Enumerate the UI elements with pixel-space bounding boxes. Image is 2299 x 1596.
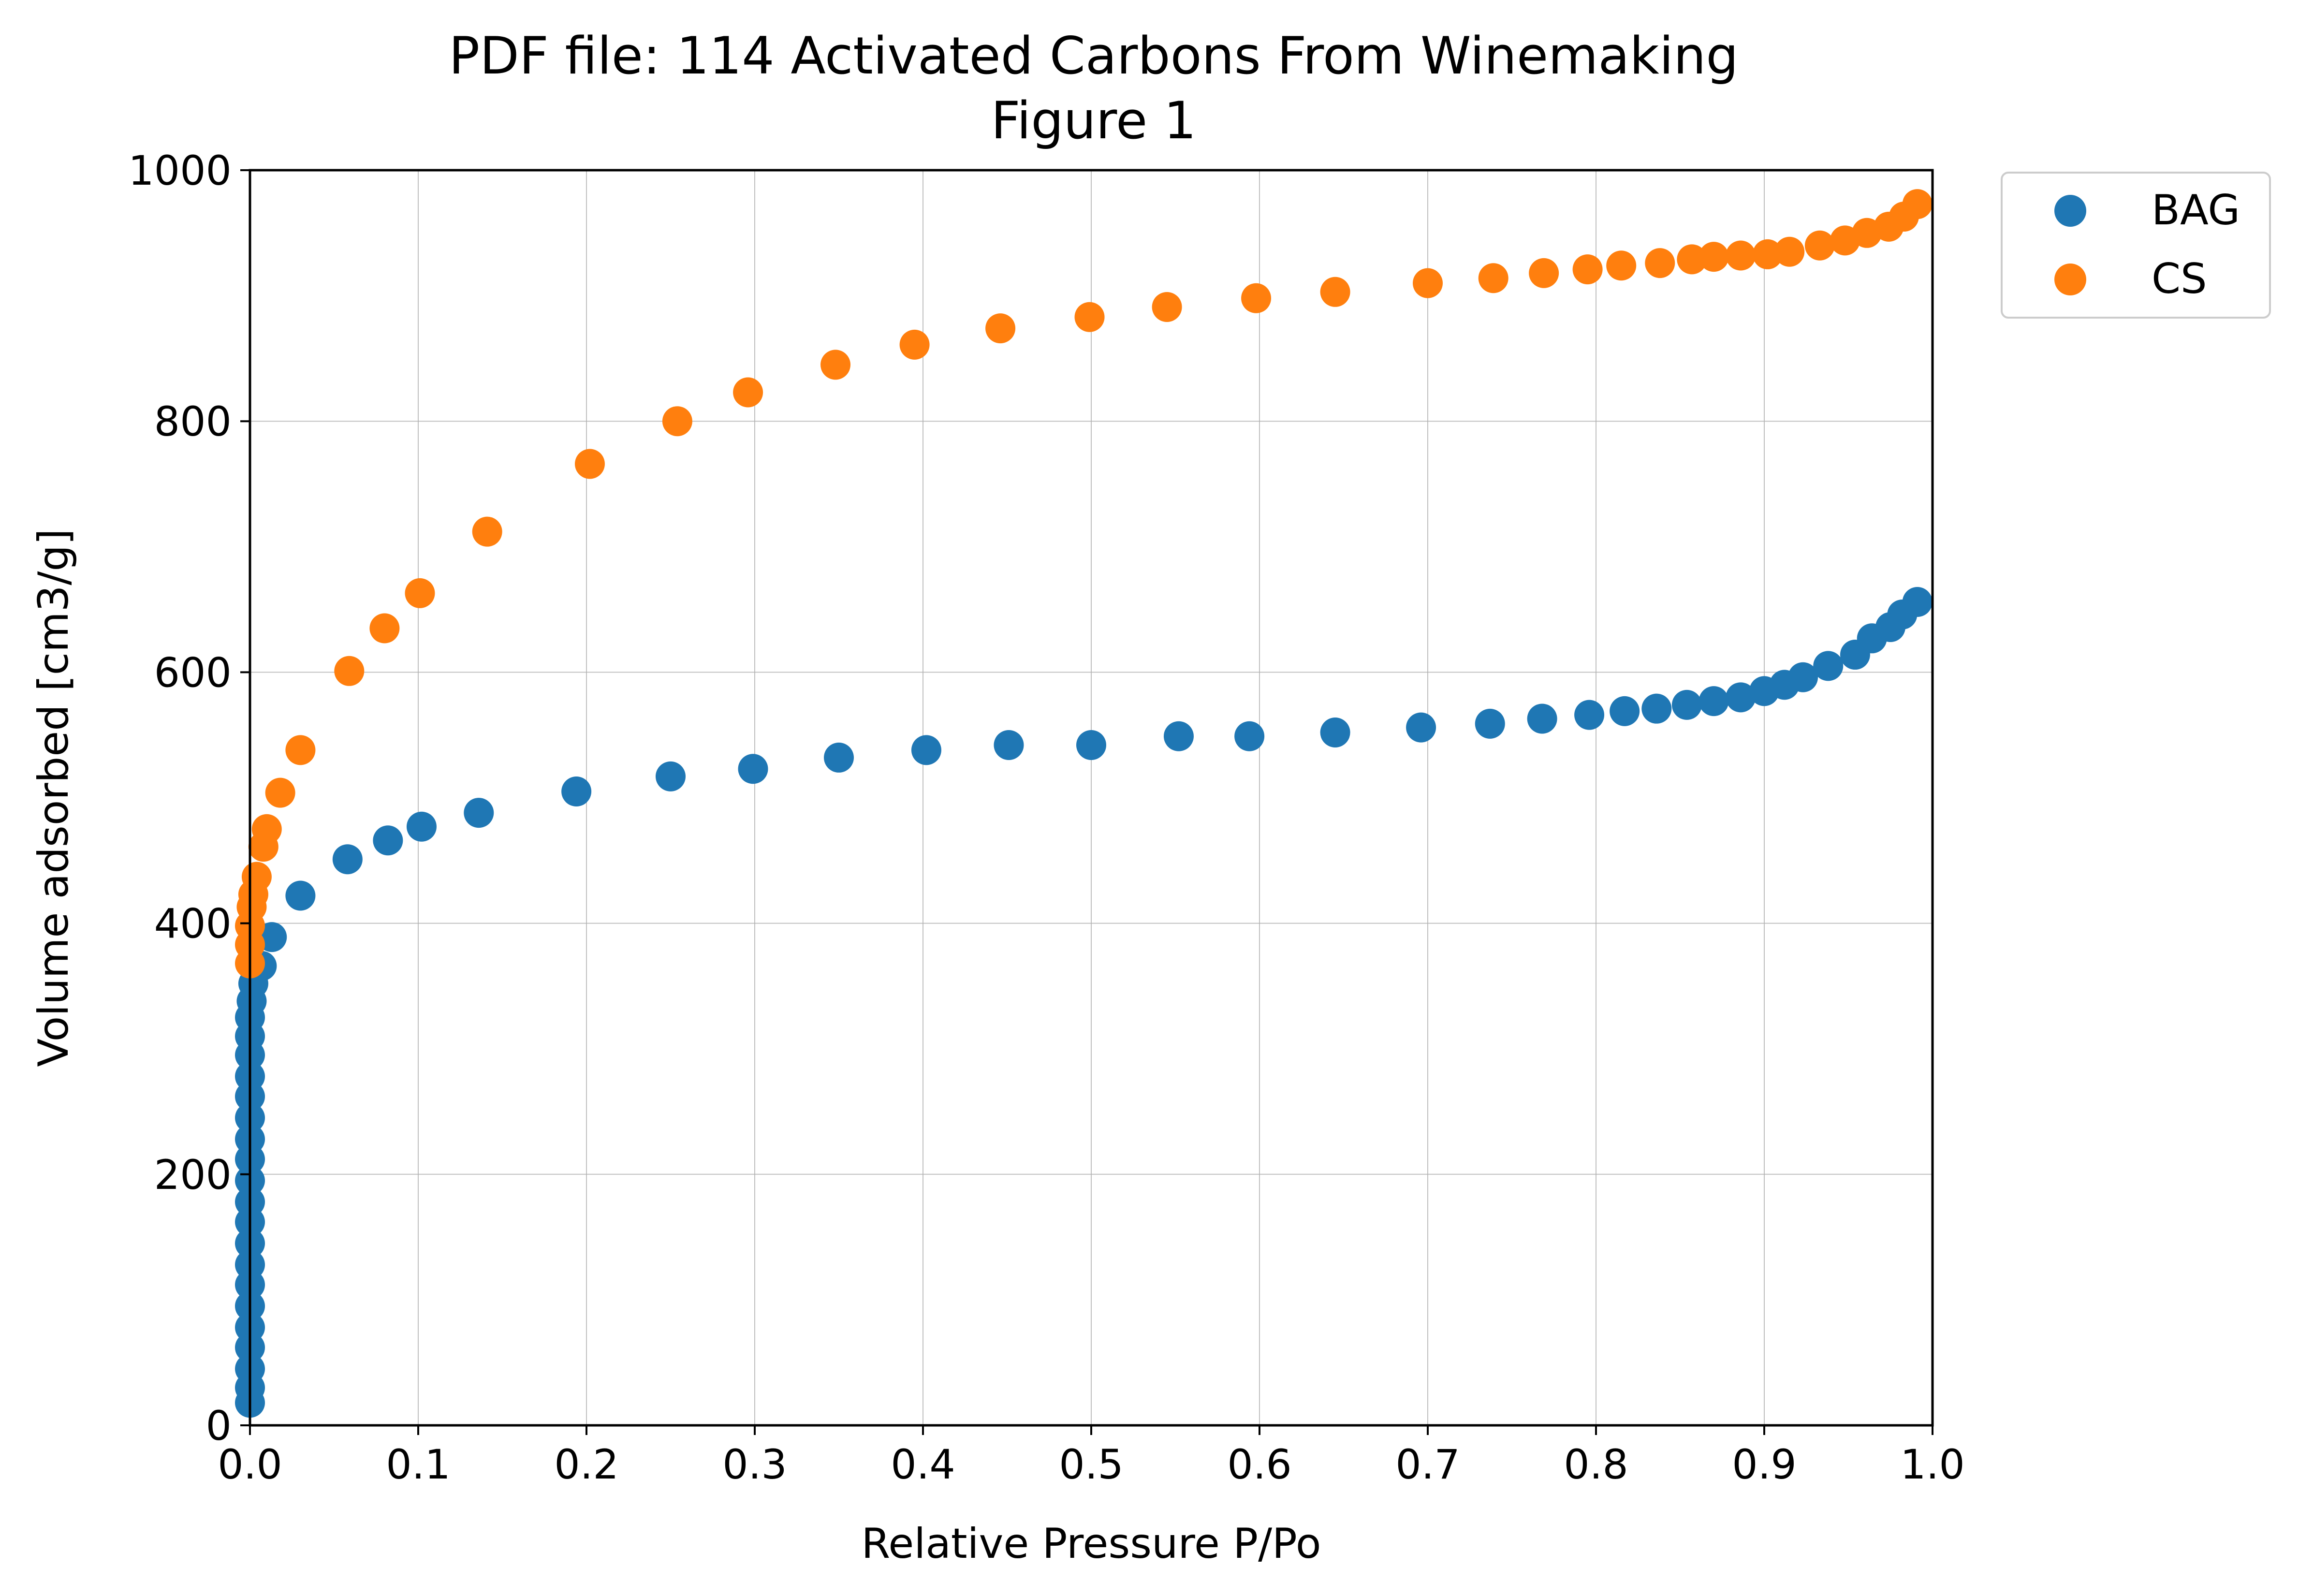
x-tick-label: 0.0 (218, 1441, 282, 1488)
legend-marker-cs (2054, 264, 2086, 295)
y-tick-label: 800 (154, 398, 232, 445)
data-point-bag (1699, 686, 1729, 717)
x-tick-label: 0.7 (1395, 1441, 1460, 1488)
legend: BAG CS (2001, 172, 2271, 319)
data-point-bag (1574, 700, 1605, 730)
y-tick-label: 0 (206, 1402, 232, 1450)
data-point-cs (369, 613, 400, 644)
data-point-cs (662, 406, 692, 437)
data-point-cs (241, 862, 272, 892)
x-axis-label: Relative Pressure P/Po (862, 1520, 1321, 1568)
data-point-cs (251, 814, 282, 844)
data-point-bag (373, 825, 403, 856)
data-point-bag (1726, 682, 1756, 713)
data-point-bag (561, 776, 592, 807)
x-tick-label: 1.0 (1900, 1441, 1965, 1488)
data-point-cs (405, 578, 435, 608)
data-point-cs (265, 777, 295, 808)
data-point-cs (285, 735, 316, 765)
series-cs (235, 189, 1933, 979)
legend-marker-bag (2054, 195, 2086, 227)
data-point-cs (1529, 258, 1559, 288)
y-tick-label: 400 (154, 900, 232, 948)
data-point-cs (1902, 189, 1933, 220)
data-point-bag (1475, 708, 1505, 739)
x-tick-label: 0.8 (1564, 1441, 1628, 1488)
data-point-cs (1413, 268, 1443, 298)
legend-label-bag: BAG (2152, 186, 2240, 234)
axis-ticks: 0.0 0.1 0.2 0.3 0.4 0.5 0.6 0.7 0.8 0.9 1.0 0 200 400… (128, 147, 1965, 1488)
x-tick-label: 0.3 (722, 1441, 787, 1488)
data-point-cs (899, 329, 930, 360)
data-point-bag (1610, 696, 1640, 726)
data-point-cs (1241, 283, 1272, 313)
y-axis-label: Volume adsorbed [cm3/g] (29, 528, 78, 1067)
y-tick-label: 200 (154, 1151, 232, 1199)
data-point-bag (1902, 587, 1933, 617)
x-tick-label: 0.5 (1059, 1441, 1124, 1488)
data-point-bag (1788, 662, 1818, 692)
data-point-bag (994, 730, 1024, 760)
y-tick-label: 1000 (128, 147, 232, 194)
data-point-cs (733, 377, 763, 408)
data-point-cs (1726, 240, 1756, 271)
x-tick-label: 0.4 (891, 1441, 955, 1488)
data-point-bag (656, 761, 686, 791)
data-point-cs (1774, 236, 1805, 267)
data-point-cs (1152, 292, 1182, 322)
data-point-bag (1671, 689, 1702, 720)
data-point-bag (1813, 651, 1844, 681)
data-point-cs (1752, 239, 1783, 269)
data-points (235, 189, 1933, 1418)
x-tick-label: 0.1 (386, 1441, 451, 1488)
data-point-bag (332, 844, 363, 875)
data-point-bag (1641, 693, 1672, 724)
x-tick-label: 0.2 (554, 1441, 619, 1488)
data-point-cs (1572, 254, 1603, 285)
data-point-cs (574, 449, 605, 479)
data-point-bag (1527, 703, 1557, 734)
x-tick-label: 0.6 (1227, 1441, 1292, 1488)
data-point-cs (1074, 302, 1105, 332)
data-point-bag (1406, 712, 1436, 743)
data-point-cs (985, 313, 1016, 344)
data-point-cs (1699, 242, 1729, 272)
data-point-bag (464, 798, 494, 828)
chart-title: PDF file: 114 Activated Carbons From Win… (449, 26, 1738, 86)
data-point-bag (824, 742, 854, 773)
data-point-cs (820, 350, 851, 380)
data-point-cs (1320, 277, 1350, 307)
data-point-bag (1234, 721, 1265, 751)
data-point-bag (406, 811, 437, 842)
data-point-cs (1804, 230, 1835, 261)
data-point-cs (1478, 263, 1508, 293)
data-point-cs (1606, 250, 1637, 281)
data-point-bag (911, 735, 941, 765)
chart-subtitle: Figure 1 (991, 91, 1197, 150)
data-point-bag (1076, 730, 1106, 760)
x-tick-label: 0.9 (1732, 1441, 1797, 1488)
data-point-cs (334, 656, 365, 686)
data-point-bag (285, 880, 316, 911)
data-point-bag (1320, 717, 1350, 748)
data-point-bag (1163, 721, 1194, 751)
y-tick-label: 600 (154, 649, 232, 696)
data-point-cs (1677, 244, 1707, 275)
data-point-cs (472, 516, 502, 547)
legend-label-cs: CS (2152, 255, 2207, 303)
data-point-bag (738, 754, 768, 784)
data-point-cs (1645, 248, 1675, 278)
